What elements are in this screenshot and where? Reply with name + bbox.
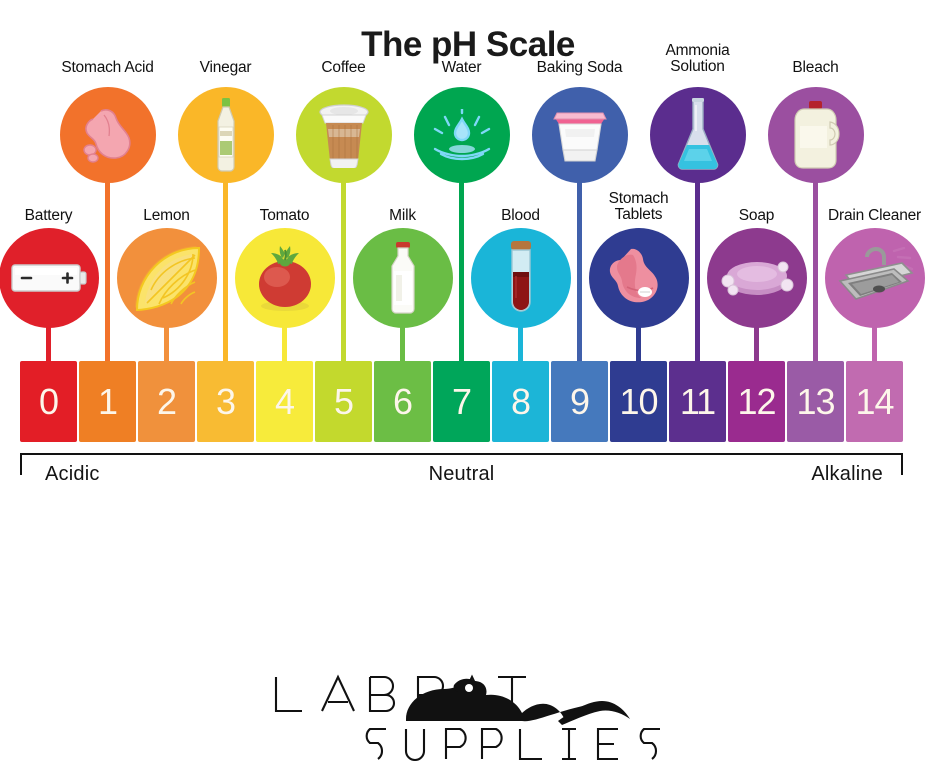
vinegar-bottle-icon [178,87,274,183]
ph-cell-8[interactable]: 8 [492,361,549,442]
ph-item-label: Lemon [143,207,190,224]
ph-cell-11[interactable]: 11 [669,361,726,442]
tomato-icon [235,228,335,328]
ph-item-label: Milk [389,207,416,224]
sink-drain-icon [825,228,925,328]
ph-item-label: Blood [501,207,540,224]
stem-stomach-tablets [636,324,641,365]
ph-cell-13[interactable]: 13 [787,361,844,442]
lemon-slice-icon [117,228,217,328]
ph-item-label: Water [441,59,482,76]
ph-scale-infographic: Battery Lemon Tomato Milk Blood Stomach Table… [0,42,925,491]
stomach-tablets-icon [589,228,689,328]
stem-lemon [164,324,169,365]
zone-label-acidic: Acidic [45,463,100,485]
ph-item-label: Drain Cleaner [827,207,922,224]
ph-item-label: Soap [738,207,775,224]
zone-label-alkaline: Alkaline [811,463,883,485]
ph-cell-12[interactable]: 12 [728,361,785,442]
ph-cell-5[interactable]: 5 [315,361,372,442]
ph-item-label: Battery [24,207,73,224]
page-title: The pH Scale [361,25,575,65]
ph-item-stomach-acid[interactable] [59,87,156,183]
scale-bracket [20,453,903,475]
ph-item-label: Coffee [321,59,366,76]
ph-item-water[interactable] [413,87,510,183]
ph-cell-6[interactable]: 6 [374,361,431,442]
ph-cell-2[interactable]: 2 [138,361,195,442]
ph-cell-7[interactable]: 7 [433,361,490,442]
ph-cell-14[interactable]: 14 [846,361,903,442]
ph-cell-9[interactable]: 9 [551,361,608,442]
water-splash-icon [414,87,510,183]
stem-vinegar [223,179,228,365]
logo-text-supplies [365,727,660,762]
stem-drain-cleaner [872,324,877,365]
logo-text-lab [274,674,395,713]
bracket-rule [20,453,903,455]
ph-item-label: Vinegar [199,59,252,76]
ph-item-milk[interactable] [352,228,453,328]
ph-item-coffee[interactable] [295,87,392,183]
ph-item-battery[interactable] [0,228,99,328]
ph-item-baking-soda[interactable] [531,87,628,183]
lab-rat-supplies-logo-icon [274,674,660,762]
battery-icon [0,228,99,328]
stem-blood [518,324,523,365]
ph-item-label: Baking Soda [536,59,623,76]
ph-cell-3[interactable]: 3 [197,361,254,442]
ph-color-bar: 0 1 2 3 4 5 6 7 8 9 10 11 12 13 14 [20,361,903,442]
ph-cell-4[interactable]: 4 [256,361,313,442]
ph-item-label: Stomach Tablets [608,190,669,223]
ph-item-label: Tomato [259,207,310,224]
stem-bleach [813,179,818,365]
ammonia-flask-icon [650,87,746,183]
coffee-cup-icon [296,87,392,183]
stem-baking-soda [577,179,582,365]
stem-soap [754,324,759,365]
ph-item-ammonia-solution[interactable] [649,87,746,183]
brand-logo [0,655,936,773]
ph-item-drain-cleaner[interactable] [824,228,925,328]
bleach-jug-icon [768,87,864,183]
ph-item-label: Stomach Acid [61,59,154,76]
stem-water [459,179,464,365]
bracket-tick-right [901,453,903,475]
ph-item-stomach-tablets[interactable] [588,228,689,328]
ph-item-lemon[interactable] [116,228,217,328]
blood-test-tube-icon [471,228,571,328]
ph-item-bleach[interactable] [767,87,864,183]
milk-bottle-icon [353,228,453,328]
ph-item-tomato[interactable] [234,228,335,328]
ph-item-soap[interactable] [706,228,807,328]
stem-coffee [341,179,346,365]
ph-cell-1[interactable]: 1 [79,361,136,442]
ph-item-blood[interactable] [470,228,571,328]
ph-item-label: Bleach [792,59,839,76]
baking-soda-tub-icon [532,87,628,183]
stomach-acid-icon [60,87,156,183]
stem-battery [46,324,51,365]
stem-milk [400,324,405,365]
rat-silhouette-icon [406,678,630,725]
soap-bar-icon [707,228,807,328]
bracket-tick-left [20,453,22,475]
ph-cell-10[interactable]: 10 [610,361,667,442]
ph-item-vinegar[interactable] [177,87,274,183]
ph-item-label: Ammonia Solution [665,42,730,75]
stem-tomato [282,324,287,365]
scale-zone-labels: Acidic Neutral Alkaline [20,463,903,491]
stem-ammonia-solution [695,179,700,365]
zone-label-neutral: Neutral [428,463,495,485]
ph-cell-0[interactable]: 0 [20,361,77,442]
stem-stomach-acid [105,179,110,365]
